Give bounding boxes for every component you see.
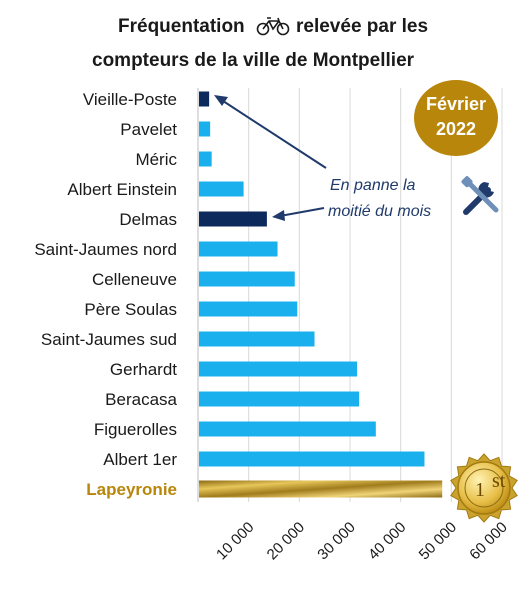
x-tick-4: 40 000	[365, 519, 409, 563]
category-label-4: Albert Einstein	[67, 180, 177, 199]
bar-6	[199, 241, 278, 257]
category-label-5: Delmas	[119, 210, 177, 229]
category-labels: Vieille-Poste Pavelet Méric Albert Einstein…	[34, 90, 177, 499]
bar-11	[199, 391, 360, 407]
bars	[199, 91, 443, 498]
bar-7	[199, 271, 295, 287]
bar-10	[199, 361, 358, 377]
x-tick-2: 20 000	[264, 519, 308, 563]
badge-month: Février	[426, 94, 486, 114]
bar-2	[199, 121, 211, 137]
category-label-11: Beracasa	[105, 390, 177, 409]
title-line2: compteurs de la ville de Montpellier	[92, 50, 415, 71]
x-tick-6: 60 000	[466, 519, 510, 563]
annotation-arrow-bottom	[279, 207, 325, 217]
annotation-line1: En panne la	[330, 177, 416, 194]
bar-3	[199, 151, 212, 167]
annotation-arrowhead-top	[214, 95, 228, 106]
bar-5	[199, 211, 267, 227]
badge-year: 2022	[436, 119, 476, 139]
bar-13	[199, 451, 425, 467]
category-label-6: Saint-Jaumes nord	[34, 240, 177, 259]
bar-4	[199, 181, 244, 197]
category-label-13: Albert 1er	[103, 450, 177, 469]
category-label-12: Figuerolles	[94, 420, 177, 439]
category-label-10: Gerhardt	[110, 360, 177, 379]
category-label-7: Celleneuve	[92, 270, 177, 289]
category-label-1: Vieille-Poste	[83, 90, 177, 109]
medal-label: 1	[475, 479, 485, 501]
chart-title: Fréquentation relevée par les compteurs …	[92, 16, 428, 71]
medal-icon: 1 st	[450, 453, 518, 523]
bar-14	[199, 480, 443, 498]
x-tick-3: 30 000	[314, 519, 358, 563]
category-label-3: Méric	[135, 150, 177, 169]
x-tick-labels: 10 000 20 000 30 000 40 000 50 000 60 000	[213, 519, 511, 563]
bar-9	[199, 331, 315, 347]
period-badge: Février 2022	[414, 80, 498, 156]
category-label-2: Pavelet	[120, 120, 177, 139]
category-label-8: Père Soulas	[84, 300, 177, 319]
x-tick-1: 10 000	[213, 519, 257, 563]
title-line1-a: Fréquentation	[118, 16, 245, 37]
x-tick-5: 50 000	[416, 519, 460, 563]
title-line1-b: relevée par les	[296, 16, 428, 37]
category-label-9: Saint-Jaumes sud	[41, 330, 177, 349]
category-label-14: Lapeyronie	[86, 480, 177, 499]
tools-icon	[461, 176, 499, 215]
medal-suffix: st	[492, 470, 506, 492]
broken-annotation: En panne la moitié du mois	[214, 95, 499, 221]
bar-1	[199, 91, 210, 107]
annotation-line2: moitié du mois	[328, 203, 431, 220]
annotation-arrowhead-bottom	[272, 210, 285, 221]
bar-12	[199, 421, 376, 437]
bicycle-icon	[256, 17, 290, 36]
bar-8	[199, 301, 298, 317]
annotation-arrow-top	[219, 98, 327, 169]
